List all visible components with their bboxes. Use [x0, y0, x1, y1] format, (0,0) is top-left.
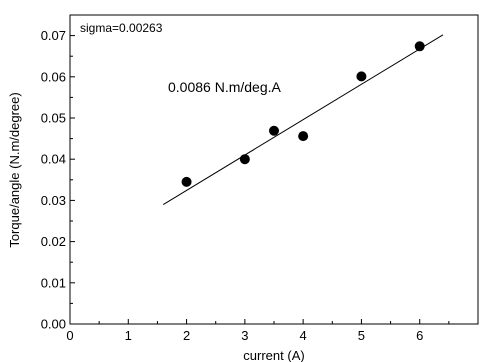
y-axis-ticks: [70, 35, 75, 325]
x-tick-label: 6: [416, 328, 423, 343]
x-axis-tick-labels: 0 1 2 3 4 5 6: [66, 328, 423, 343]
data-point: [414, 41, 425, 52]
data-point: [239, 154, 250, 165]
x-tick-label: 1: [125, 328, 132, 343]
x-tick-label: 5: [358, 328, 365, 343]
y-tick-label: 0.06: [41, 69, 66, 84]
sigma-annotation: sigma=0.00263: [80, 21, 163, 35]
data-point: [269, 125, 279, 136]
y-axis-tick-labels: 0.00 0.01 0.02 0.03 0.04 0.05 0.06 0.07: [41, 28, 66, 331]
slope-annotation: 0.0086 N.m/deg.A: [168, 79, 282, 95]
data-points: [181, 41, 425, 187]
y-tick-label: 0.04: [41, 152, 66, 167]
x-tick-label: 2: [183, 328, 190, 343]
y-tick-label: 0.01: [41, 275, 66, 290]
plot-frame: [69, 14, 479, 325]
x-axis-title: current (A): [243, 348, 304, 362]
y-tick-label: 0.00: [41, 317, 66, 332]
x-tick-label: 3: [241, 328, 248, 343]
x-tick-label: 0: [66, 328, 73, 343]
y-tick-label: 0.02: [41, 234, 66, 249]
x-tick-label: 4: [300, 328, 307, 343]
y-tick-label: 0.07: [41, 28, 66, 43]
y-tick-label: 0.05: [41, 111, 66, 126]
y-axis-title: Torque/angle (N.m/degree): [7, 92, 22, 247]
y-tick-label: 0.03: [41, 193, 66, 208]
data-point: [181, 176, 192, 187]
data-point: [356, 71, 367, 82]
data-point: [298, 131, 309, 142]
fit-line: [162, 34, 444, 205]
x-axis-ticks: [69, 319, 450, 324]
